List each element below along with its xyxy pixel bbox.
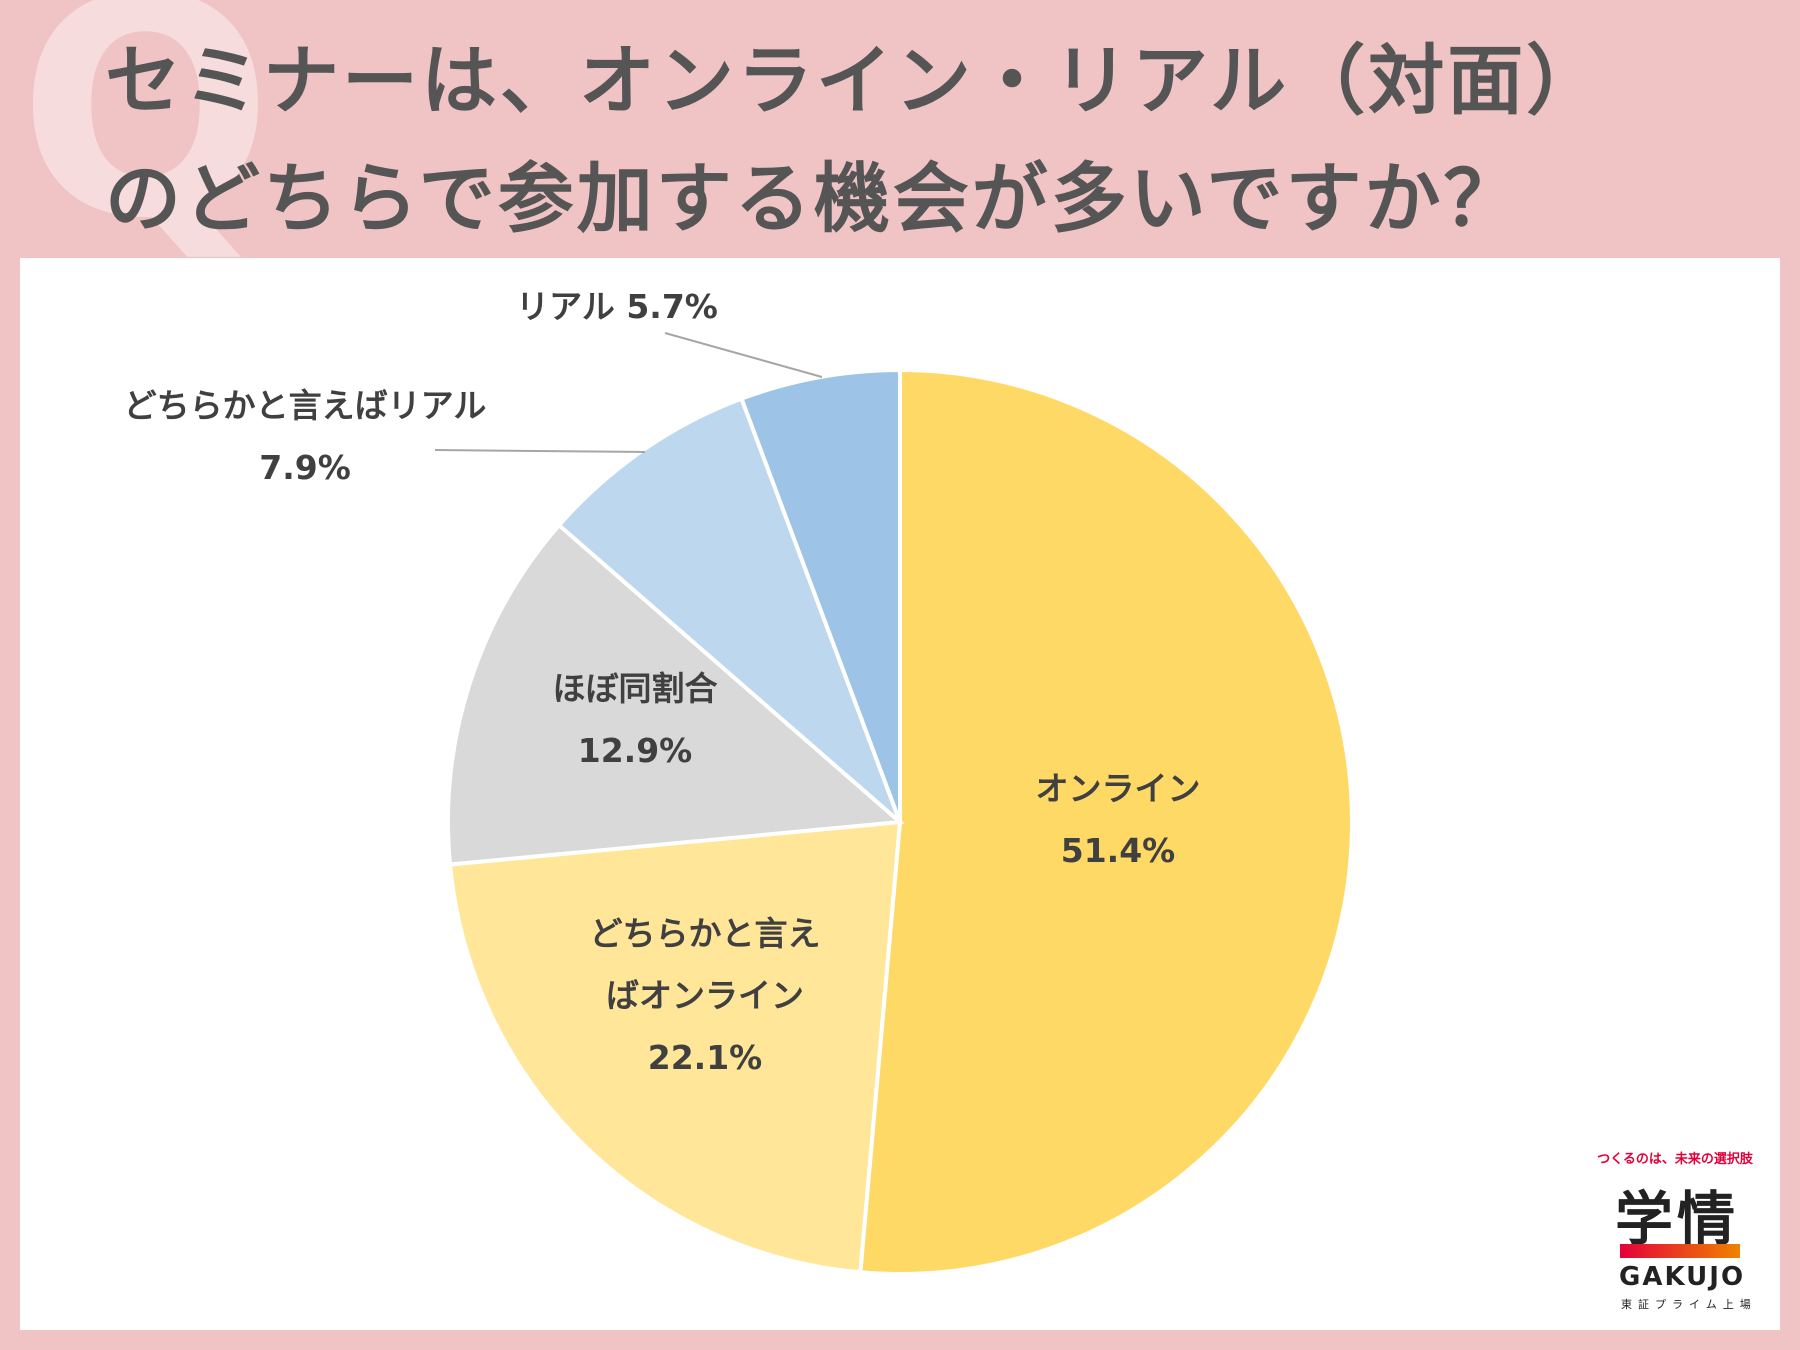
slice-label-line: 7.9% [259, 448, 351, 487]
leader-line-3 [434, 449, 646, 453]
page-title: セミナーは、オンライン・リアル（対面） のどちらで参加する機会が多いですか？ [105, 22, 1785, 258]
slice-label-line: ほぼ同割合 [553, 669, 718, 708]
logo-tagline: つくるのは、未来の選択肢 [1597, 1152, 1753, 1167]
pie-slice-1 [447, 819, 903, 1275]
title-line-2: のどちらで参加する機会が多いですか？ [105, 154, 1523, 243]
logo-main-text: 学情 [1615, 1185, 1740, 1253]
slice-label-3: どちらかと言えばリアル 7.9% [124, 386, 487, 487]
slice-label-line: 22.1% [648, 1038, 763, 1077]
logo-english-text: GAKUJO [1619, 1262, 1746, 1292]
pie-slice-2 [446, 522, 905, 867]
slice-label-line: リアル 5.7% [516, 287, 718, 326]
pie-slice-0 [858, 367, 1354, 1276]
slice-label-2: ほぼ同割合 12.9% [553, 669, 718, 770]
slice-label-line: どちらかと言えばリアル [124, 386, 487, 425]
logo-subtext: 東証プライム上場 [1621, 1298, 1757, 1311]
title-line-1: セミナーは、オンライン・リアル（対面） [105, 36, 1606, 125]
slice-label-line: 51.4% [1061, 831, 1176, 870]
pie-slice-3 [556, 396, 902, 824]
gakujo-logo: つくるのは、未来の選択肢 学情 GAKUJO 東証プライム上場 [1575, 1140, 1775, 1320]
slice-label-line: どちらかと言え [590, 914, 821, 953]
slice-label-line: 12.9% [578, 731, 693, 770]
slice-label-1: どちらかと言えばオンライン 22.1% [590, 914, 821, 1077]
slice-label-line: オンライン [1036, 769, 1201, 808]
slice-label-0: オンライン 51.4% [1036, 769, 1201, 870]
slice-label-line: ばオンライン [606, 976, 804, 1015]
logo-gradient-bar [1620, 1244, 1740, 1258]
question-mark-decoration: Q [18, 0, 274, 284]
leader-line-4 [664, 332, 823, 378]
slice-label-4: リアル 5.7% [516, 287, 718, 326]
